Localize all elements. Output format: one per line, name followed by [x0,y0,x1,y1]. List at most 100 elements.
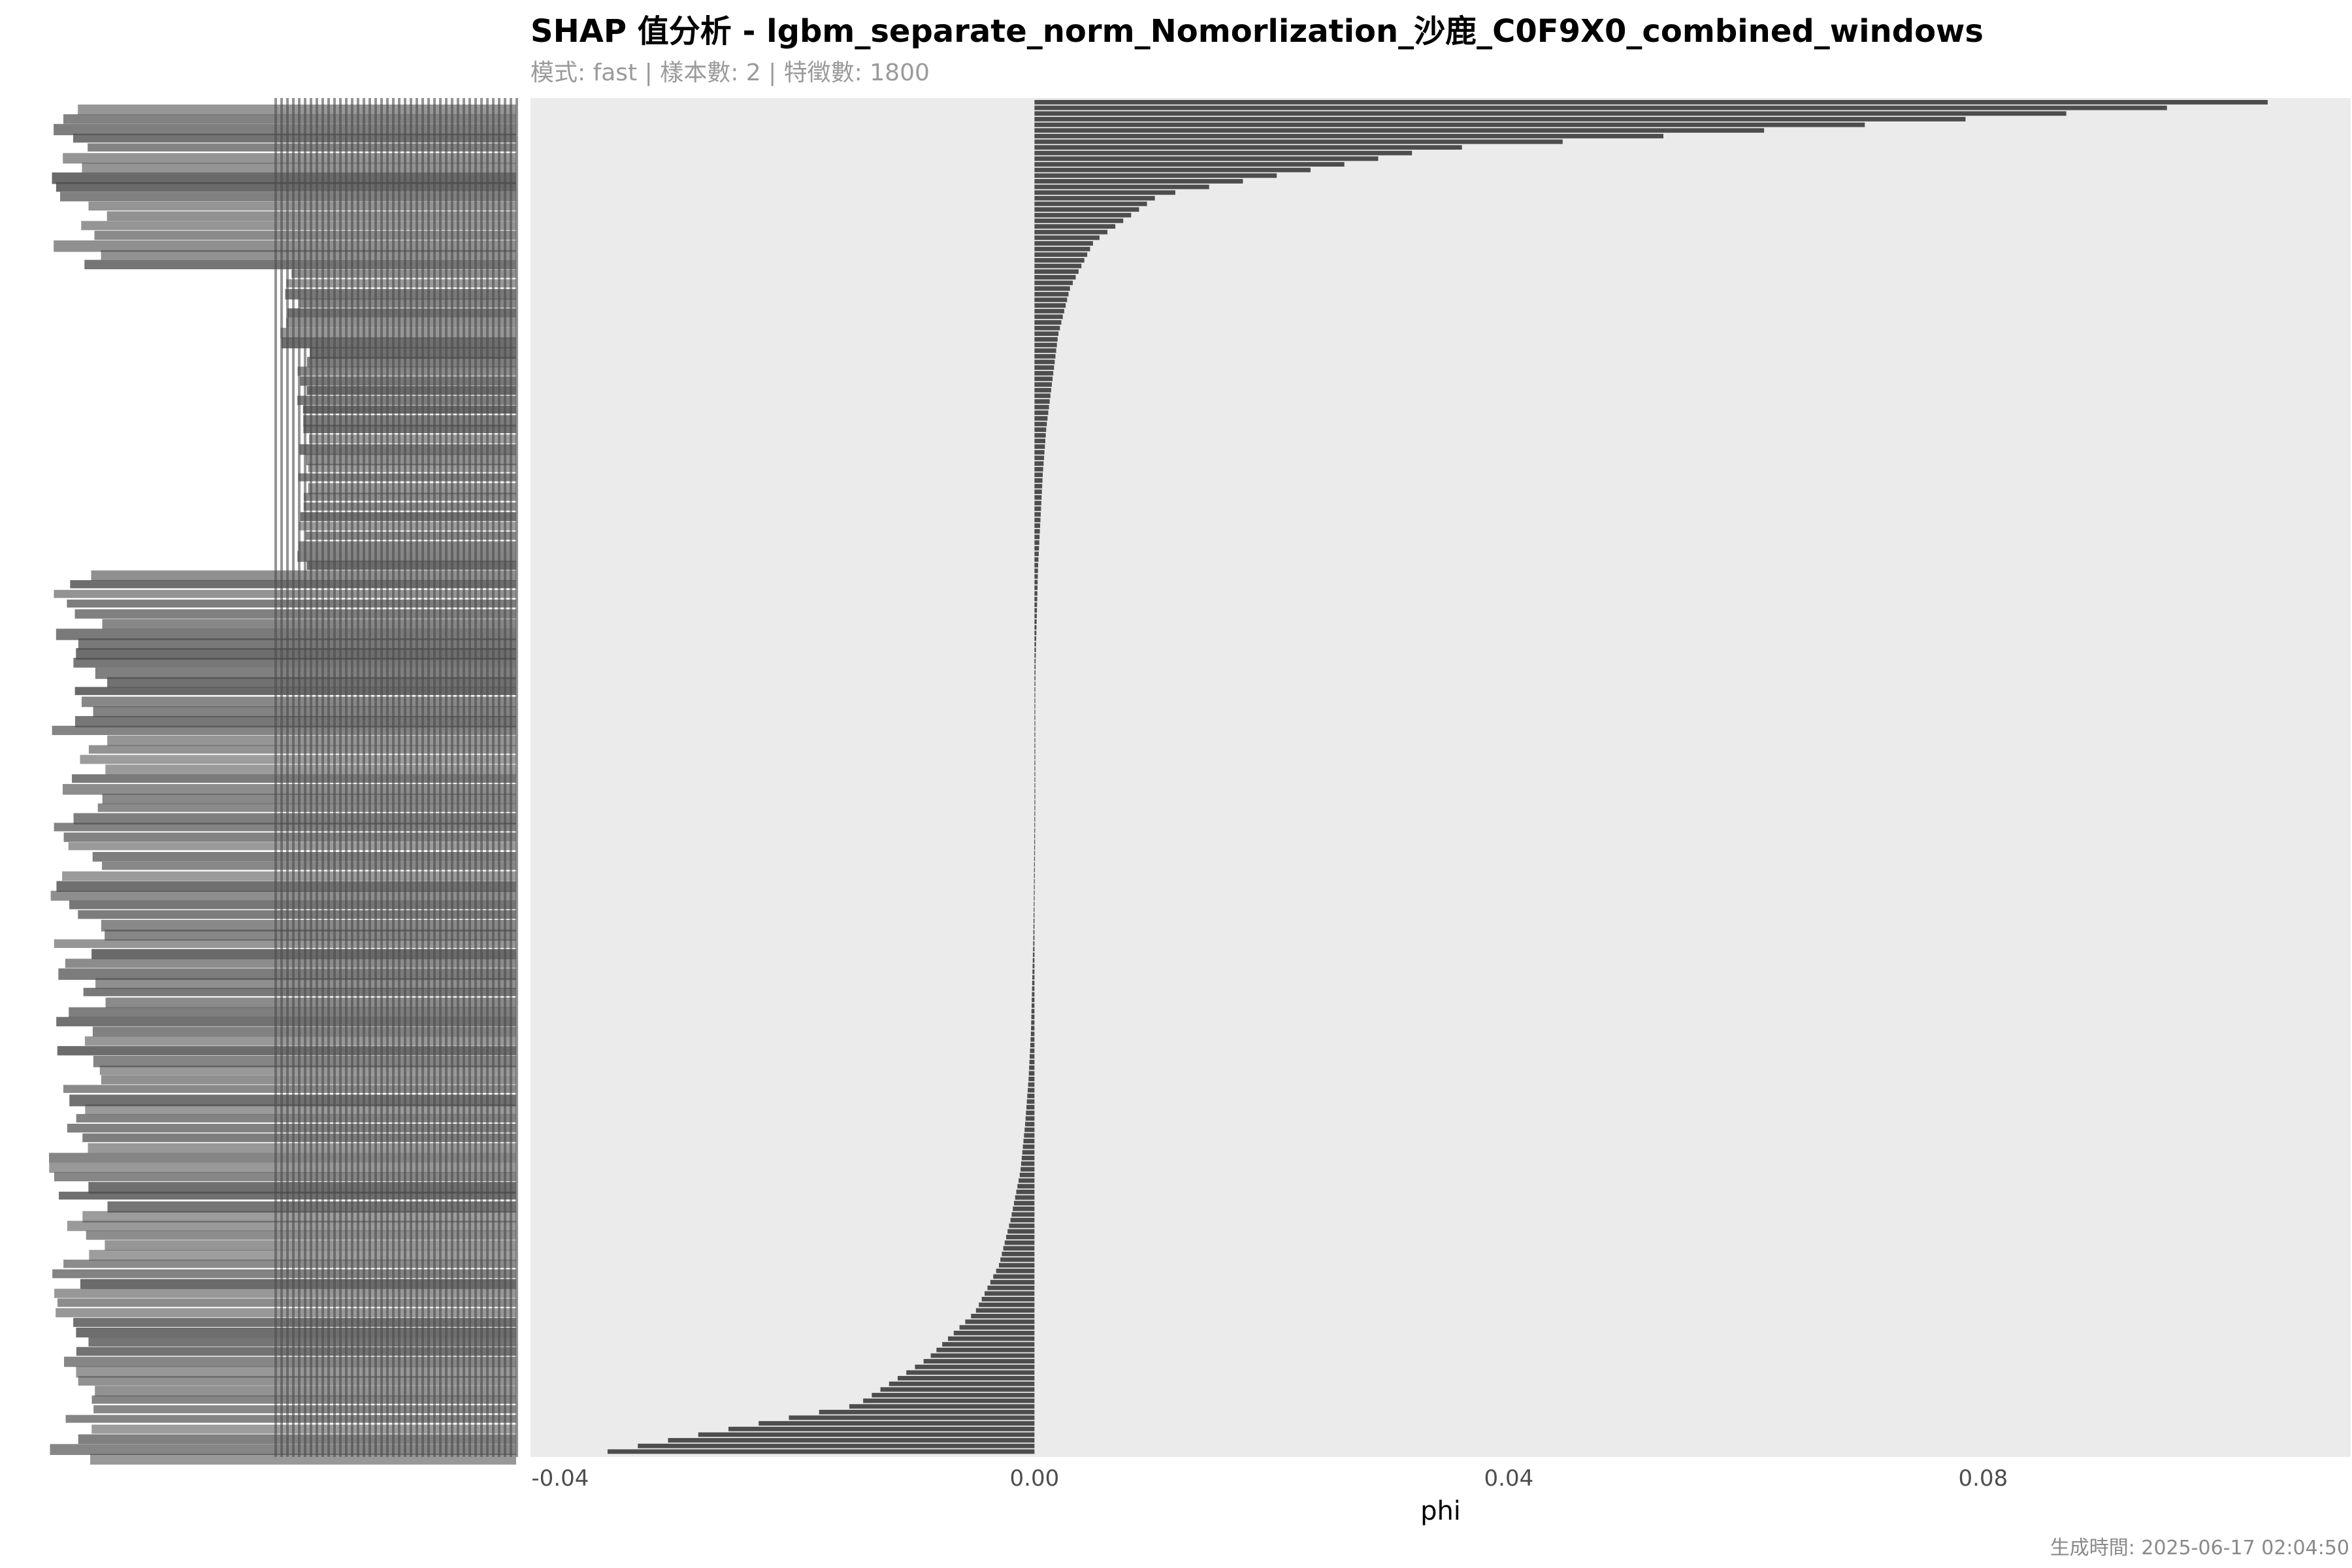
feature-label-mark [433,98,436,1457]
shap-bar [1034,218,1124,223]
feature-label-mark [427,98,430,1457]
shap-bar [1034,342,1057,348]
shap-bar [1034,382,1052,387]
x-axis-title: phi [1420,1496,1461,1526]
shap-bar [1024,1133,1035,1138]
shap-bar [1034,834,1036,839]
shap-bar [1034,122,1865,127]
shap-bar [1021,1167,1035,1172]
shap-bar [1015,1195,1035,1200]
shap-bar [1007,1229,1035,1234]
feature-label-mark [510,98,512,1457]
feature-label-mark [67,1124,516,1133]
feature-label-mark [86,1230,516,1240]
shap-bar [880,1387,1035,1392]
shap-bar [1034,596,1037,602]
shap-bar [1034,727,1036,732]
shap-bar [1034,613,1037,619]
feature-label-mark [65,1414,517,1423]
shap-bar [849,1404,1035,1409]
feature-label-mark [88,1143,517,1153]
shap-bar [1034,817,1036,822]
feature-label-mark [463,98,465,1457]
shap-bar [1034,642,1036,647]
feature-label-mark [333,98,336,1457]
shap-bar [1034,495,1042,500]
shap-bar [1034,190,1175,195]
shap-bar [1034,320,1062,325]
shap-bar [1034,325,1060,331]
feature-label-mark [386,98,389,1457]
shap-bar [1034,286,1070,291]
x-tick-label: -0.04 [531,1465,589,1492]
shap-bar [668,1438,1035,1443]
shap-bar [948,1336,1035,1341]
feature-label-mark [73,1318,516,1328]
shap-bar [953,1330,1035,1335]
shap-bar [1022,1144,1035,1149]
feature-label-mark [63,1260,517,1268]
shap-bar [1003,1246,1035,1251]
shap-bar [1034,811,1036,816]
feature-label-mark [88,201,516,211]
feature-label-mark [54,1172,517,1182]
shap-bar [1034,116,1966,122]
x-axis-ticks: -0.04 0.00 0.04 0.08 [531,1465,2008,1492]
shap-bar [1028,1077,1035,1081]
shap-bar [1013,1201,1035,1206]
shap-bar [1032,958,1035,963]
shap-bar [1034,557,1039,562]
shap-bar [1021,1155,1035,1160]
shap-bar [1034,336,1058,342]
feature-label-mark [480,98,483,1457]
x-tick-label: 0.08 [1959,1465,2008,1492]
shap-bar [1034,732,1036,737]
shap-bar [1034,263,1082,269]
shap-bar [975,1308,1035,1313]
shap-bar [1034,472,1043,478]
shap-bar [1034,449,1045,455]
feature-label-mark [298,473,516,482]
shap-bar [1034,602,1037,608]
shap-bar [1034,150,1413,155]
shap-bar [1034,280,1073,286]
feature-label-mark [88,745,517,754]
shap-bar [1034,630,1037,636]
shap-bar [1034,139,1563,144]
feature-label-region [49,98,518,1465]
shap-bar [1034,167,1311,172]
feature-label-mark [363,98,365,1457]
shap-bar [1032,986,1035,991]
shap-bar [1034,568,1038,574]
shap-bar [1034,856,1036,861]
shap-bar [1034,303,1066,308]
feature-label-mark [451,98,453,1457]
shap-bar [1034,540,1039,545]
feature-label-mark [300,376,516,386]
shap-bar [1034,738,1036,743]
shap-bar [638,1443,1035,1448]
feature-label-mark [486,98,489,1457]
feature-label-mark [374,98,377,1457]
shap-bar [1034,551,1039,557]
shap-bar [1032,992,1035,997]
shap-bar [1011,1212,1035,1217]
feature-label-mark [63,114,516,124]
shap-bar [990,1280,1035,1285]
feature-label-mark [357,98,359,1457]
shap-bar [1034,308,1064,314]
shap-bar [1034,173,1277,178]
feature-label-mark [410,98,412,1457]
feature-label-mark [78,1434,517,1445]
shap-bar [1034,585,1038,591]
feature-label-mark [297,551,516,562]
feature-label-mark [297,395,516,405]
feature-label-mark [468,98,471,1457]
shap-bar [1034,546,1039,551]
shap-bar [1034,178,1243,184]
feature-label-mark [62,784,517,795]
feature-label-mark [280,98,283,1457]
feature-label-mark [299,299,516,308]
shap-bar [1034,789,1036,794]
shap-bar [993,1274,1035,1279]
